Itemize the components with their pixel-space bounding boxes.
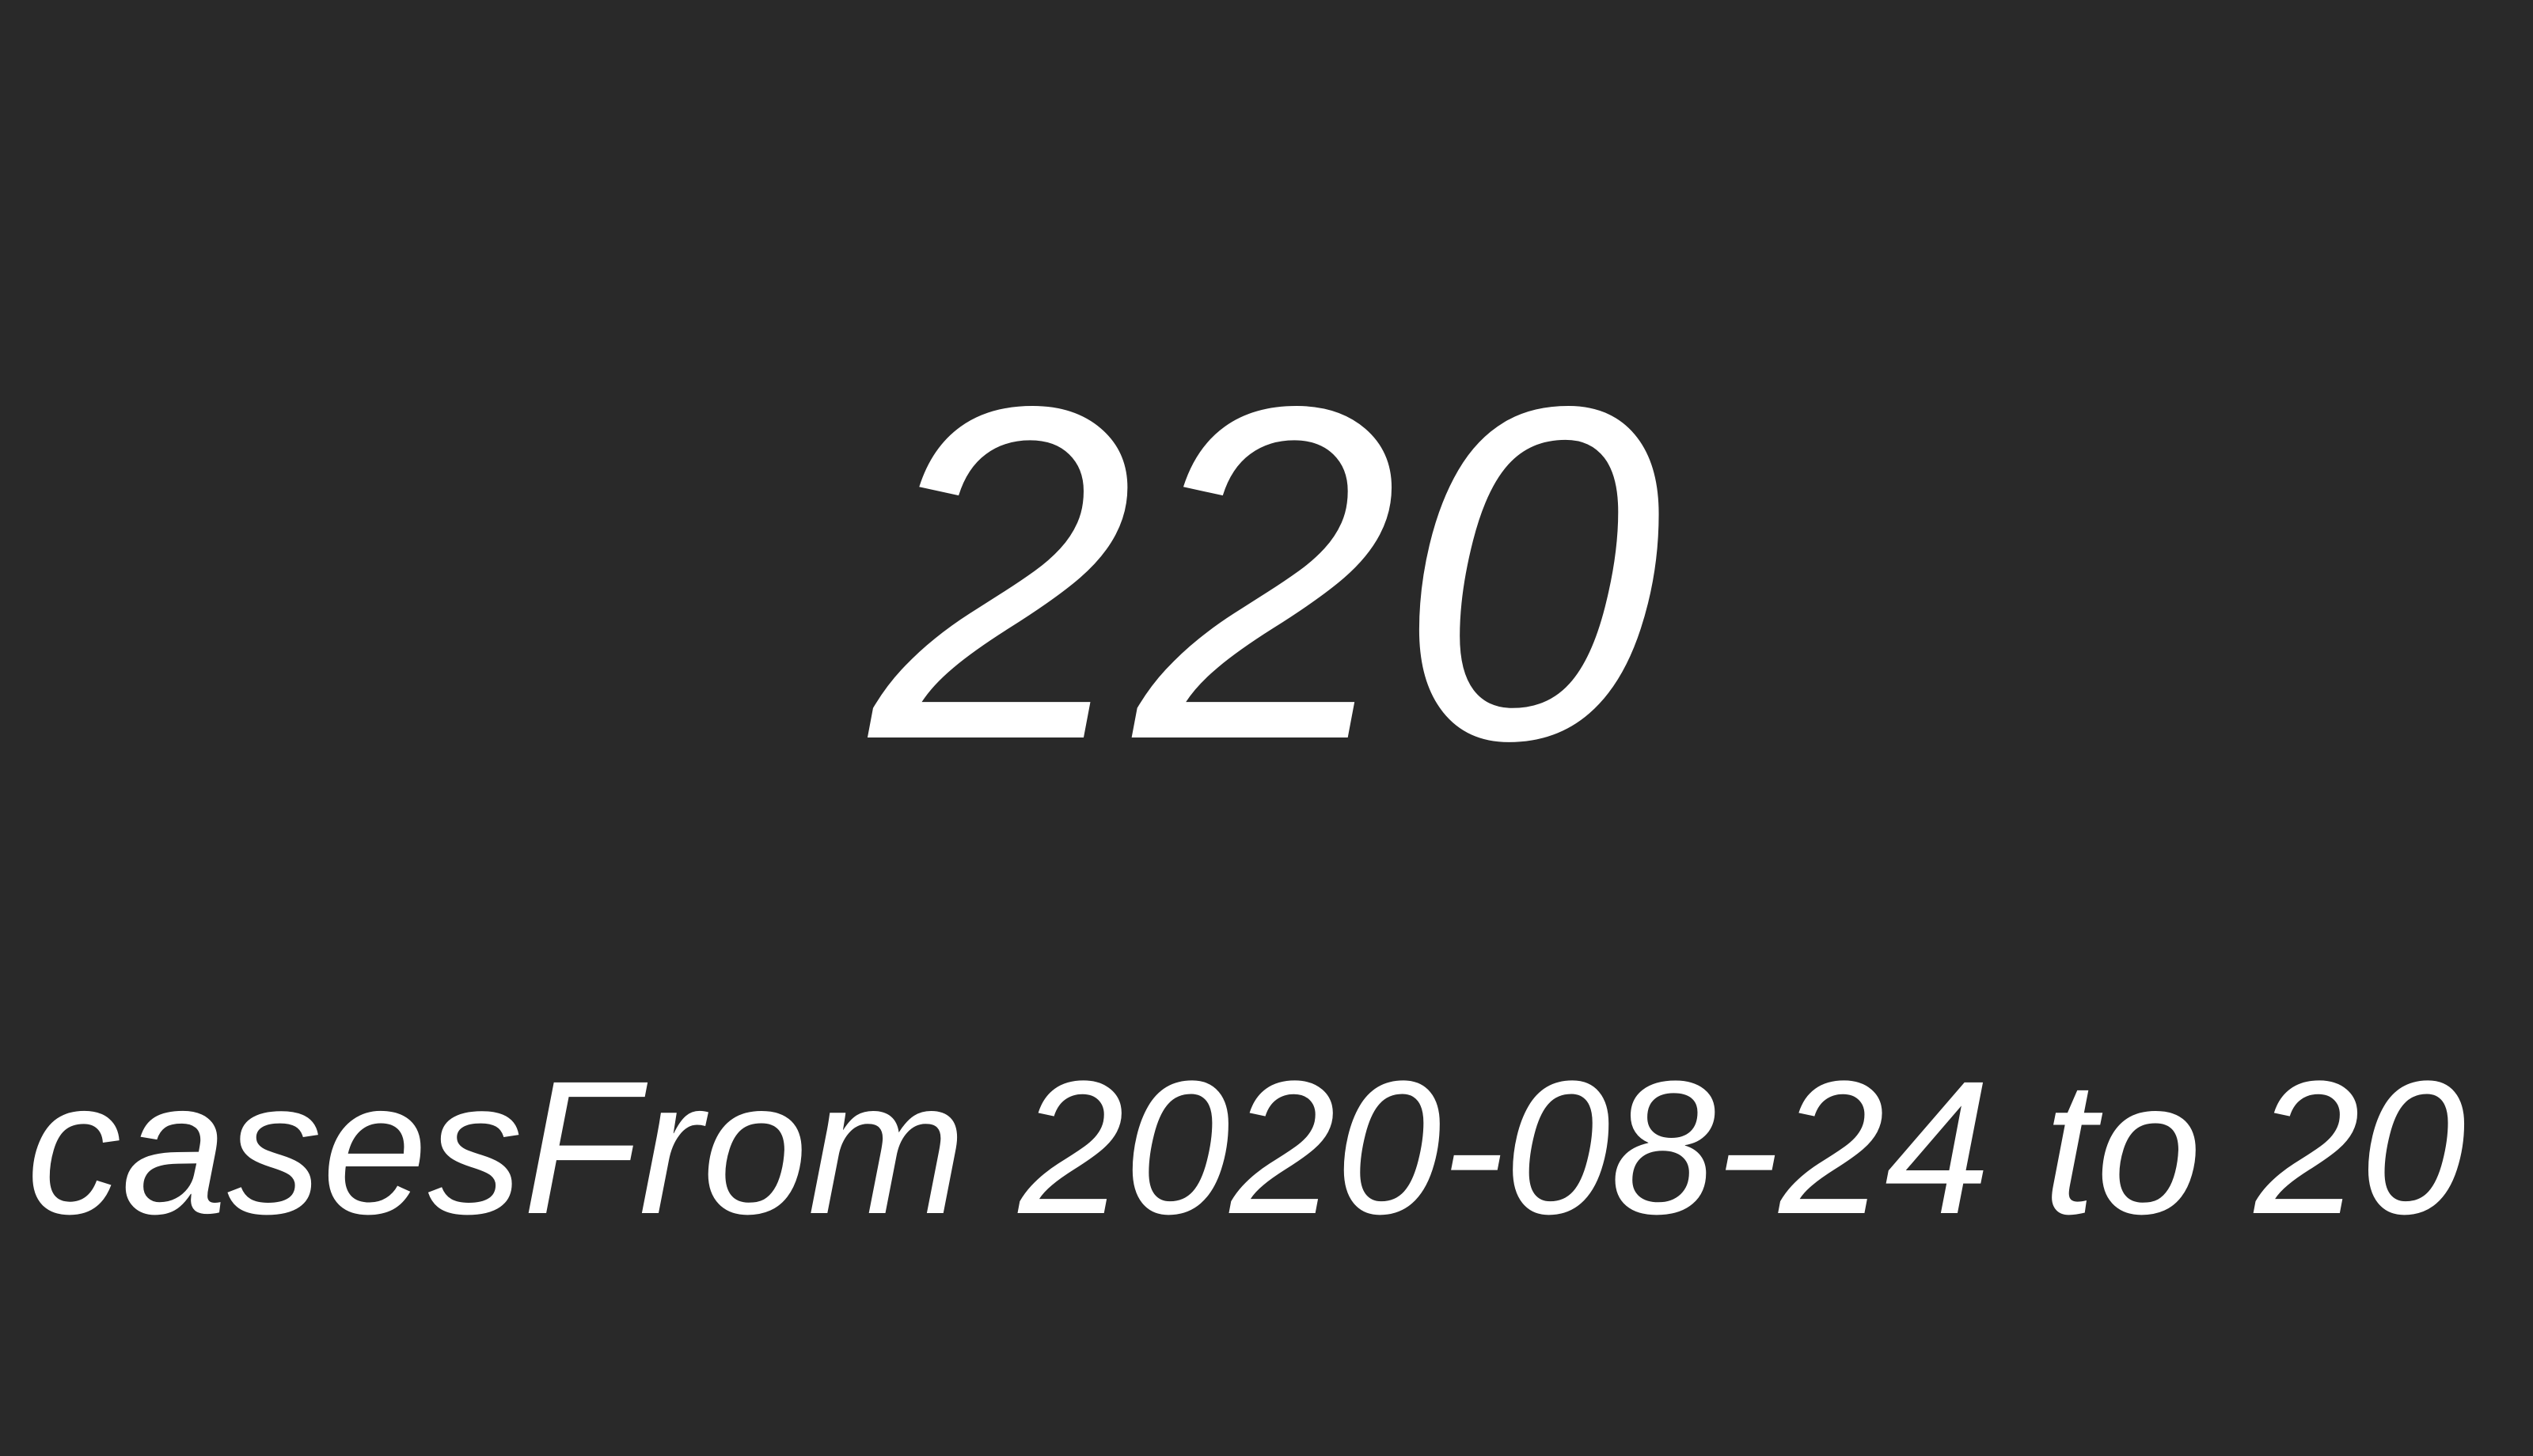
stat-caption: ty casesFrom 2020-08-24 to 20 bbox=[0, 1041, 2467, 1253]
stat-value: 220 bbox=[870, 309, 1663, 839]
